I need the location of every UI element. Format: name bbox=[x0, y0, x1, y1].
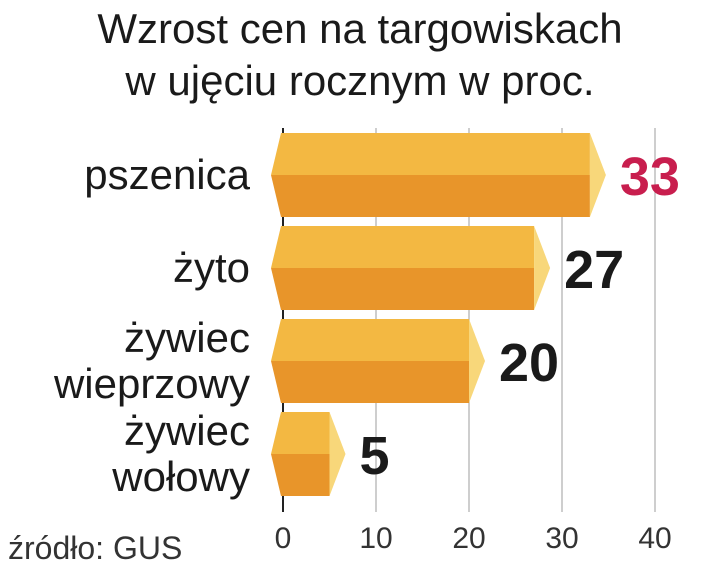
chart-subtitle: w ujęciu rocznym w proc. bbox=[125, 57, 595, 104]
category-label: wieprzowy bbox=[53, 360, 250, 407]
bar-top-face bbox=[271, 319, 469, 361]
x-tick-label: 0 bbox=[275, 522, 292, 555]
bar-top-face bbox=[271, 133, 590, 175]
x-tick-label: 10 bbox=[359, 522, 392, 555]
value-label: 5 bbox=[360, 426, 390, 486]
bar-bottom-face bbox=[271, 454, 330, 496]
bar-bottom-face bbox=[271, 268, 535, 310]
bar-bottom-face bbox=[271, 175, 590, 217]
x-tick-label: 40 bbox=[638, 522, 671, 555]
value-label: 27 bbox=[564, 240, 624, 300]
category-label: żywiec bbox=[124, 314, 250, 361]
bar-end-cap bbox=[329, 412, 346, 496]
chart-title: Wzrost cen na targowiskach bbox=[97, 5, 623, 52]
category-label: wołowy bbox=[111, 453, 250, 500]
x-tick-label: 20 bbox=[452, 522, 485, 555]
bar-end-cap bbox=[589, 133, 606, 217]
category-label: żywiec bbox=[124, 407, 250, 454]
bar-top-face bbox=[271, 412, 330, 454]
bar-end-cap bbox=[469, 319, 485, 403]
value-label: 20 bbox=[499, 333, 559, 393]
bar-bottom-face bbox=[271, 361, 469, 403]
category-label: pszenica bbox=[84, 151, 250, 198]
bar-end-cap bbox=[534, 226, 551, 310]
x-tick-label: 30 bbox=[545, 522, 578, 555]
source-note: źródło: GUS bbox=[8, 530, 183, 566]
bar-top-face bbox=[271, 226, 535, 268]
category-label: żyto bbox=[173, 244, 250, 291]
value-label: 33 bbox=[620, 147, 680, 207]
